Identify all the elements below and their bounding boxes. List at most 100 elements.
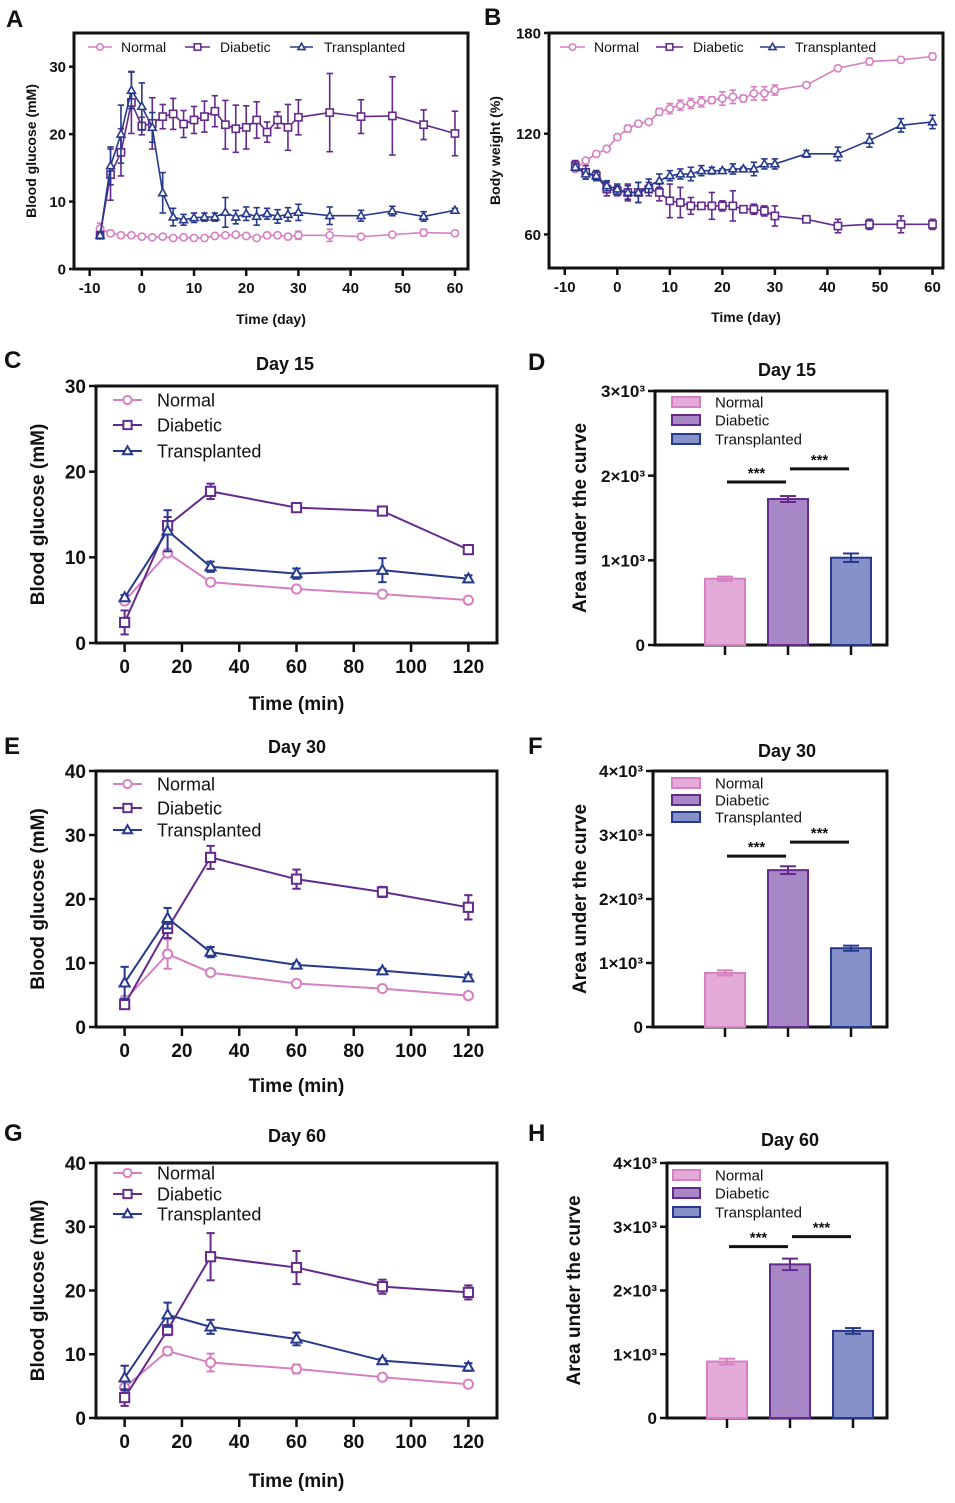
legend-item-normal: Normal [113,390,215,410]
circle-marker [675,100,685,110]
square-marker [759,206,769,216]
circle-marker [696,97,706,107]
panel-letter: A [6,6,23,33]
x-tick-label: 50 [394,280,411,297]
series-transplanted [117,509,476,603]
legend-label: Normal [715,394,763,411]
significance-label: *** [750,1230,768,1247]
y-tick-label: 40 [65,1154,86,1175]
circle-marker [707,95,717,105]
triangle-marker [706,164,718,175]
significance-label: *** [811,825,829,842]
circle-marker [770,85,780,95]
legend-item-normal: Normal [671,394,763,411]
panel-f: F Day 30 0 1×10³ 2×10³ 3×10³ 4×10³ Area under t… [528,733,889,1037]
circle-marker [262,230,272,240]
y-axis-label: Body weight (%) [487,96,503,205]
triangle-marker [375,963,390,976]
square-marker [728,201,738,211]
legend-item-transplanted: Transplanted [671,431,802,448]
triangle-marker [126,84,137,94]
x-tick-label: 60 [924,279,941,296]
x-tick-label: 120 [453,1432,485,1453]
circle-marker [290,583,303,595]
legend-item-diabetic: Diabetic [113,415,222,435]
circle-marker [376,588,389,600]
legend-item-diabetic: Diabetic [113,798,222,818]
circle-marker [591,149,601,159]
x-tick-label: 40 [819,279,836,296]
triangle-marker [220,206,231,217]
y-tick-label: 30 [65,826,86,847]
panel-letter: C [4,347,21,374]
y-tick-label: 0 [75,1018,86,1039]
triangle-marker [355,209,367,220]
circle-marker [623,124,633,134]
x-tick-label: 40 [229,1041,250,1062]
y-tick-label: 0 [75,1409,86,1430]
circle-marker [612,132,622,142]
y-tick-label: 3×10³ [601,382,645,401]
square-marker [262,127,272,137]
square-marker [376,505,389,517]
circle-marker [462,594,474,606]
legend-swatch [672,1187,701,1199]
circle-marker [376,1371,389,1383]
x-axis-label: Time (min) [249,694,345,715]
square-marker [204,851,217,863]
legend-item-diabetic: Diabetic [656,39,744,55]
square-marker [356,112,366,122]
legend-item-transplanted: Transplanted [290,39,405,55]
square-marker [654,188,664,197]
triangle-marker [289,957,304,970]
circle-marker [644,117,654,127]
bar-normal [704,577,746,646]
series-diabetic [119,482,474,636]
panel-letter: G [4,1120,23,1147]
square-marker [462,901,474,913]
triangle-marker [767,41,778,51]
circle-marker [95,42,105,52]
circle-marker [147,232,157,242]
y-tick-label: 10 [65,954,86,975]
significance-label: *** [813,1220,831,1237]
square-marker [865,219,874,229]
panel-e: E Day 30 0 10 20 30 40 Blood glucose (mM) 0 20 40 6… [4,733,499,1097]
square-marker [290,873,303,885]
square-marker [220,120,230,130]
plot-frame [547,31,945,270]
bar-transplanted [832,1329,874,1419]
legend-label: Normal [157,390,215,410]
triangle-marker [801,148,812,158]
triangle-marker [632,186,644,197]
square-marker [168,109,178,119]
square-marker [450,129,460,138]
x-tick-label: -10 [79,280,101,297]
series-line [123,1255,469,1399]
x-tick-label: 80 [343,1432,364,1453]
square-marker [122,1188,133,1200]
y-tick-label: 30 [65,377,86,398]
panel-b: B 60 120 180 Body weight (%) -10 0 10 20 30 40 50 60… [484,4,945,325]
square-marker [210,106,220,116]
x-axis-label: Time (day) [236,311,306,327]
x-tick-label: 0 [119,657,130,678]
x-tick-label: 20 [171,1432,192,1453]
triangle-marker [203,1319,218,1332]
circle-marker [419,228,429,237]
circle-marker [122,778,133,790]
circle-marker [928,52,937,61]
series-transplanted [117,1301,476,1391]
triangle-marker [375,1353,390,1366]
x-tick-label: 40 [342,280,359,297]
y-tick-label: 30 [49,59,66,76]
panel-letter: D [528,349,545,376]
y-tick-label: 2×10³ [613,1282,657,1301]
panel-c: C Day 15 0 10 20 30 Blood glucose (mM) 0 20 40 60 8… [4,347,499,715]
triangle-marker [157,187,169,197]
triangle-marker [160,1307,175,1320]
chart-title: Day 30 [758,741,816,761]
square-marker [119,616,131,629]
circle-marker [568,42,577,52]
